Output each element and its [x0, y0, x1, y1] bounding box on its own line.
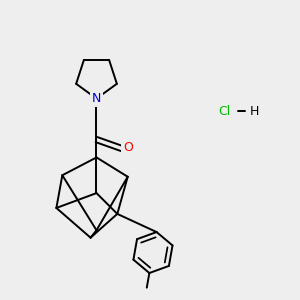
Text: O: O	[123, 141, 133, 154]
Text: N: N	[92, 92, 101, 105]
Text: H: H	[249, 105, 259, 118]
Text: Cl: Cl	[218, 105, 230, 118]
